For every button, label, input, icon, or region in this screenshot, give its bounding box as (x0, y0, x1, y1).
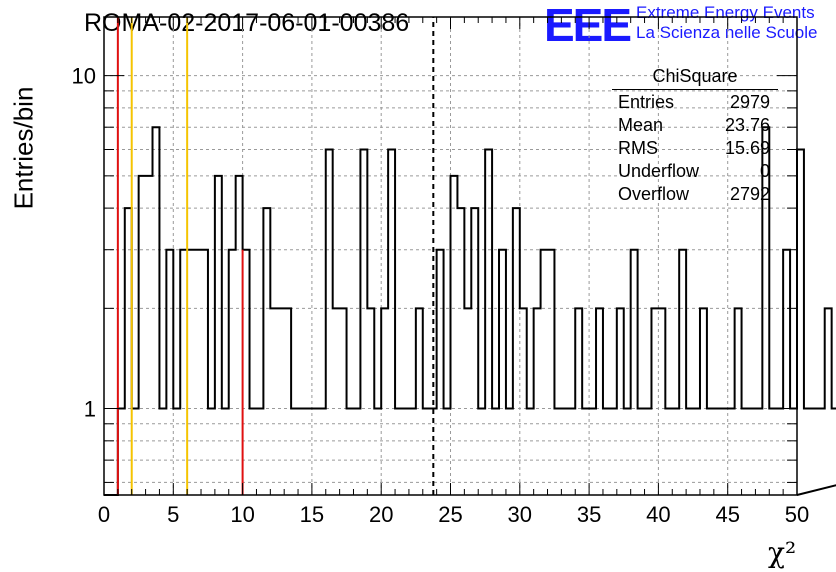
eee-logo-text: EEE (544, 0, 632, 51)
histogram-bin (451, 176, 458, 495)
histogram-bin (194, 250, 201, 495)
histogram-bin (631, 250, 638, 495)
histogram-bin (658, 308, 665, 495)
stats-value: 23.76 (724, 115, 770, 135)
histogram-bin (180, 250, 187, 495)
histogram-bin (617, 308, 624, 495)
x-tick-label: 0 (98, 502, 110, 527)
histogram-bin (700, 308, 707, 495)
x-tick-label: 35 (577, 502, 601, 527)
histogram-outline (104, 126, 836, 496)
stats-value: 15.69 (724, 138, 770, 158)
histogram-bin (804, 409, 811, 495)
stats-label: RMS (618, 138, 658, 158)
stats-label: Entries (618, 92, 675, 112)
histogram-bin (416, 308, 423, 495)
histogram-bin (153, 127, 160, 495)
histogram-bin (243, 250, 250, 495)
histogram-bin (381, 308, 388, 495)
y-tick-label: 1 (84, 397, 96, 422)
histogram-bin (520, 308, 527, 495)
stats-label: Overflow (618, 184, 690, 204)
histogram-bin (326, 149, 333, 495)
histogram-bin (832, 409, 836, 495)
histogram-bin (187, 250, 194, 495)
x-tick-label: 40 (646, 502, 670, 527)
stats-row-overflow: Overflow 2792 (618, 184, 770, 206)
x-tick-label: 10 (230, 502, 254, 527)
histogram-bin (333, 308, 340, 495)
stats-title: ChiSquare (652, 66, 738, 86)
axis-ticks (103, 17, 798, 495)
histogram-bin (783, 250, 790, 495)
histogram-bin (125, 208, 132, 495)
histogram-bin (811, 409, 818, 495)
x-tick-label: 50 (785, 502, 809, 527)
histogram-bin (437, 250, 444, 495)
stats-box: ChiSquare Entries 2979 Mean 23.76 RMS 15… (612, 66, 778, 204)
histogram-bin (229, 250, 236, 495)
histogram-bin (797, 149, 804, 495)
histogram-bin (457, 208, 464, 495)
x-tick-label: 30 (508, 502, 532, 527)
x-tick-label: 5 (167, 502, 179, 527)
histogram-bin (360, 149, 367, 495)
histogram-bin (541, 250, 548, 495)
histogram-bin (818, 409, 825, 495)
stats-value: 0 (759, 161, 770, 181)
x-tick-label: 25 (438, 502, 462, 527)
stats-value: 2979 (729, 92, 770, 112)
histogram-bin (471, 208, 478, 495)
stats-row-underflow: Underflow 0 (618, 161, 770, 183)
tagline-la-scienza: La Scienza nelle Scuole (636, 23, 818, 42)
histogram-bin (367, 308, 374, 495)
stats-label: Underflow (618, 161, 700, 181)
histogram-bin (270, 308, 277, 495)
histogram-bin (284, 308, 291, 495)
x-axis-label: χ² (768, 536, 797, 569)
histogram-bin (263, 208, 270, 495)
histogram-bin (215, 176, 222, 495)
histogram-bin (534, 308, 541, 495)
histogram-bin (201, 250, 208, 495)
histogram-bin (146, 176, 153, 495)
histogram-bin (513, 208, 520, 495)
chart-title: ROMA-02-2017-06-01-00386 (84, 9, 410, 37)
histogram-bin (236, 176, 243, 495)
stats-value: 2792 (729, 184, 770, 204)
x-tick-label: 45 (715, 502, 739, 527)
histogram-bin (388, 149, 395, 495)
histogram-bin (464, 308, 471, 495)
histogram-bin (575, 308, 582, 495)
stats-row-entries: Entries 2979 (618, 92, 770, 114)
histogram-bin (548, 250, 555, 495)
histogram-bin (499, 250, 506, 495)
histogram-bin (651, 308, 658, 495)
histogram-bin (679, 250, 686, 495)
histogram-bin (139, 176, 146, 495)
marker-lines (116, 17, 435, 495)
histogram-bin (735, 308, 742, 495)
histogram-bin (825, 308, 832, 495)
stats-title-underline (612, 89, 778, 90)
axis-tick-labels: 0 5 10 15 20 25 30 35 40 45 50 1 10 (72, 64, 810, 527)
histogram-bin (596, 308, 603, 495)
stats-label: Mean (618, 115, 664, 135)
x-tick-label: 20 (369, 502, 393, 527)
histogram-bin (166, 250, 173, 495)
stats-row-mean: Mean 23.76 (618, 115, 770, 137)
histogram-bin (277, 308, 284, 495)
y-tick-label: 10 (72, 64, 96, 89)
x-tick-label: 15 (300, 502, 324, 527)
histogram-bin (340, 308, 347, 495)
histogram-bin (485, 149, 492, 495)
stats-row-rms: RMS 15.69 (618, 138, 770, 160)
